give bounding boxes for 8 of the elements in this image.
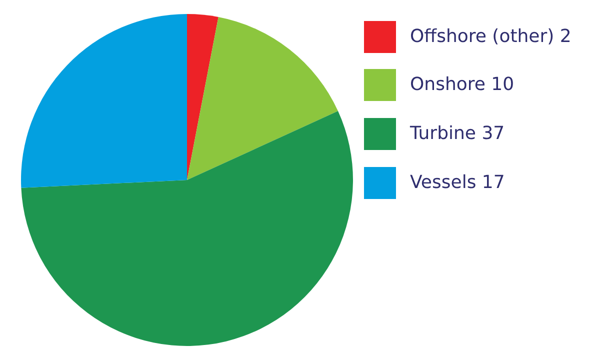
legend-label: Onshore 10 <box>410 74 514 96</box>
pie-slice <box>187 14 218 180</box>
pie-slice <box>21 14 187 188</box>
legend-label: Offshore (other) 2 <box>410 26 572 47</box>
legend-label: Turbine 37 <box>410 122 505 144</box>
legend-label: Vessels 17 <box>410 172 505 192</box>
pie-slice <box>21 111 353 346</box>
pie-slice <box>187 17 338 180</box>
